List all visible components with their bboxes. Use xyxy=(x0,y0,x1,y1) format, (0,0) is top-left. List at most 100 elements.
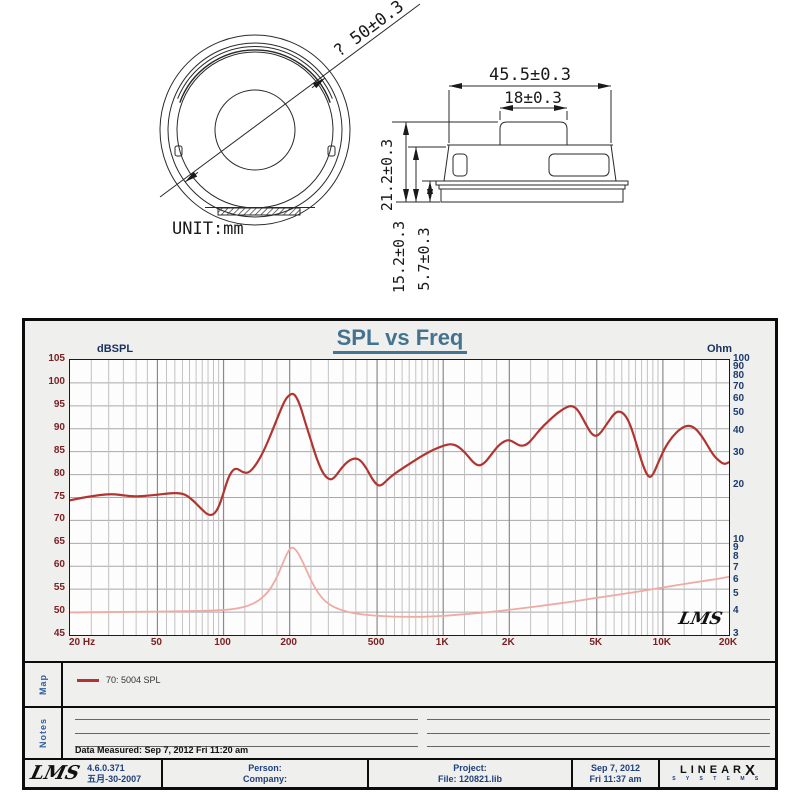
drawing-svg: ? 50±0.3 UNIT:mm xyxy=(159,0,629,293)
total-height-dim-label: 21.2±0.3 xyxy=(378,139,396,211)
cap-width-dim-label: 18±0.3 xyxy=(504,88,562,107)
notes-section: Notes Data Measured: Sep 7, 2012 Fri 11:… xyxy=(25,706,775,759)
plot-svg xyxy=(70,360,729,635)
notes-section-label: Notes xyxy=(38,717,48,748)
notes-rule xyxy=(75,733,418,734)
map-section: Map 70: 5004 SPL xyxy=(25,661,775,706)
series-spl xyxy=(70,392,729,517)
frame-window-left xyxy=(452,153,468,177)
notes-rule xyxy=(427,719,770,720)
diameter-arrow-lower xyxy=(184,171,199,183)
left-axis-tick: 90 xyxy=(53,421,65,433)
linearx-systems-text: S Y S T E M S xyxy=(672,776,763,782)
terminal-pad xyxy=(217,207,301,216)
right-axis-tick: 50 xyxy=(733,407,745,419)
report-time: Fri 11:37 am xyxy=(589,773,642,784)
flange-body xyxy=(440,188,624,203)
left-axis-tick: 95 xyxy=(53,398,65,410)
right-axis-tick: 4 xyxy=(733,605,739,617)
map-section-label: Map xyxy=(38,674,48,695)
left-axis-unit: dBSPL xyxy=(97,343,134,355)
left-axis-tick: 50 xyxy=(53,605,65,617)
left-axis-tick: 70 xyxy=(53,513,65,525)
map-label-cell: Map xyxy=(25,663,63,706)
series-impedance xyxy=(70,546,729,618)
surround-arc-outer xyxy=(177,46,333,99)
notes-rule xyxy=(75,719,418,720)
software-version: 4.6.0.371 xyxy=(87,762,125,773)
flange-height-dim-label: 5.7±0.3 xyxy=(415,227,433,290)
surround-notch-left xyxy=(174,145,183,157)
footer-project-cell: Project: File: 120821.lib xyxy=(369,760,573,787)
report-date: Sep 7, 2012 xyxy=(590,762,641,773)
right-axis-tick: 70 xyxy=(733,380,745,392)
lms-watermark: LMS xyxy=(676,609,725,629)
left-axis-tick: 60 xyxy=(53,559,65,571)
xtick-axis-tick: 200 xyxy=(280,637,297,648)
legend: 70: 5004 SPL xyxy=(77,675,161,685)
project-label: Project: xyxy=(453,762,487,773)
left-axis-tick: 65 xyxy=(53,536,65,548)
brand-x: X xyxy=(744,762,755,779)
xtick-axis-tick: 500 xyxy=(367,637,385,648)
dust-cap-circle xyxy=(214,89,296,171)
left-axis-tick: 80 xyxy=(53,467,65,479)
footer-date-cell: Sep 7, 2012 Fri 11:37 am xyxy=(573,760,660,787)
xtick-axis-tick: 5K xyxy=(589,637,603,648)
x-axis-tick: 20 Hz xyxy=(69,637,96,648)
left-axis-tick: 85 xyxy=(53,444,65,456)
footer-person-cell: Person: Company: xyxy=(163,760,369,787)
file-label: File: 120821.lib xyxy=(437,773,503,784)
notes-label-cell: Notes xyxy=(25,708,63,758)
company-label: Company: xyxy=(242,773,287,784)
person-label: Person: xyxy=(248,762,282,773)
data-measured-text: Data Measured: Sep 7, 2012 Fri 11:20 am xyxy=(75,745,249,755)
left-axis-tick: 75 xyxy=(53,490,65,502)
footer-bar: LMS 4.6.0.371 五月-30-2007 Person: Company… xyxy=(25,758,775,787)
right-axis-unit: Ohm xyxy=(707,343,733,355)
chart-title: SPL vs Freq xyxy=(25,325,775,354)
diameter-dim-label: ? 50±0.3 xyxy=(330,0,408,61)
notes-rule xyxy=(427,746,770,747)
front-view xyxy=(159,3,421,226)
left-axis-tick: 45 xyxy=(53,628,65,639)
left-axis-tick: 100 xyxy=(48,375,65,387)
diameter-arrow-upper xyxy=(311,77,326,89)
right-axis-tick: 100 xyxy=(733,353,750,364)
surround-arc xyxy=(179,49,331,103)
left-axis-tick: 55 xyxy=(53,582,65,594)
plot-area xyxy=(69,359,730,636)
linearx-logo: LINEAR X xyxy=(680,762,755,779)
unit-label: UNIT:mm xyxy=(172,219,244,239)
notes-rule xyxy=(427,733,770,734)
right-axis-tick: 8 xyxy=(733,551,739,563)
frame-window-right xyxy=(548,153,610,177)
software-version-date: 五月-30-2007 xyxy=(87,773,142,784)
lms-report-panel: SPL vs Freq dBSPL Ohm 105 100 95 90 85 80 75 70… xyxy=(22,318,778,790)
right-axis-tick: 60 xyxy=(733,393,745,405)
flange-line-1 xyxy=(435,180,629,186)
right-axis-tick: 30 xyxy=(733,447,745,459)
right-axis-tick: 20 xyxy=(733,479,745,491)
xtick-axis-tick: 20K xyxy=(718,637,738,648)
xtick-axis-tick: 100 xyxy=(214,637,231,648)
flange-line-2 xyxy=(438,184,626,190)
body-height-dim-label: 15.2±0.3 xyxy=(390,221,408,293)
xtick-axis-tick: 10K xyxy=(652,637,672,648)
right-axis-tick: 6 xyxy=(733,573,739,585)
right-axis-tick: 90 xyxy=(733,361,745,373)
xtick-axis-tick: 50 xyxy=(150,637,162,648)
right-axis-tick: 10 xyxy=(733,533,745,545)
right-axis-tick: 40 xyxy=(733,424,745,436)
brand-text: LINEAR xyxy=(680,764,745,776)
side-view xyxy=(392,83,629,203)
legend-series-label: 70: 5004 SPL xyxy=(106,675,161,685)
right-axis-tick: 7 xyxy=(733,561,739,573)
speaker-technical-drawing: ? 50±0.3 UNIT:mm xyxy=(0,0,800,315)
surround-notch-right xyxy=(327,145,336,157)
footer-brand-cell: LINEAR X S Y S T E M S xyxy=(660,760,775,787)
footer-version-cell: LMS 4.6.0.371 五月-30-2007 xyxy=(25,760,163,787)
left-axis-tick: 105 xyxy=(48,353,65,364)
xtick-axis-tick: 2K xyxy=(501,637,515,648)
